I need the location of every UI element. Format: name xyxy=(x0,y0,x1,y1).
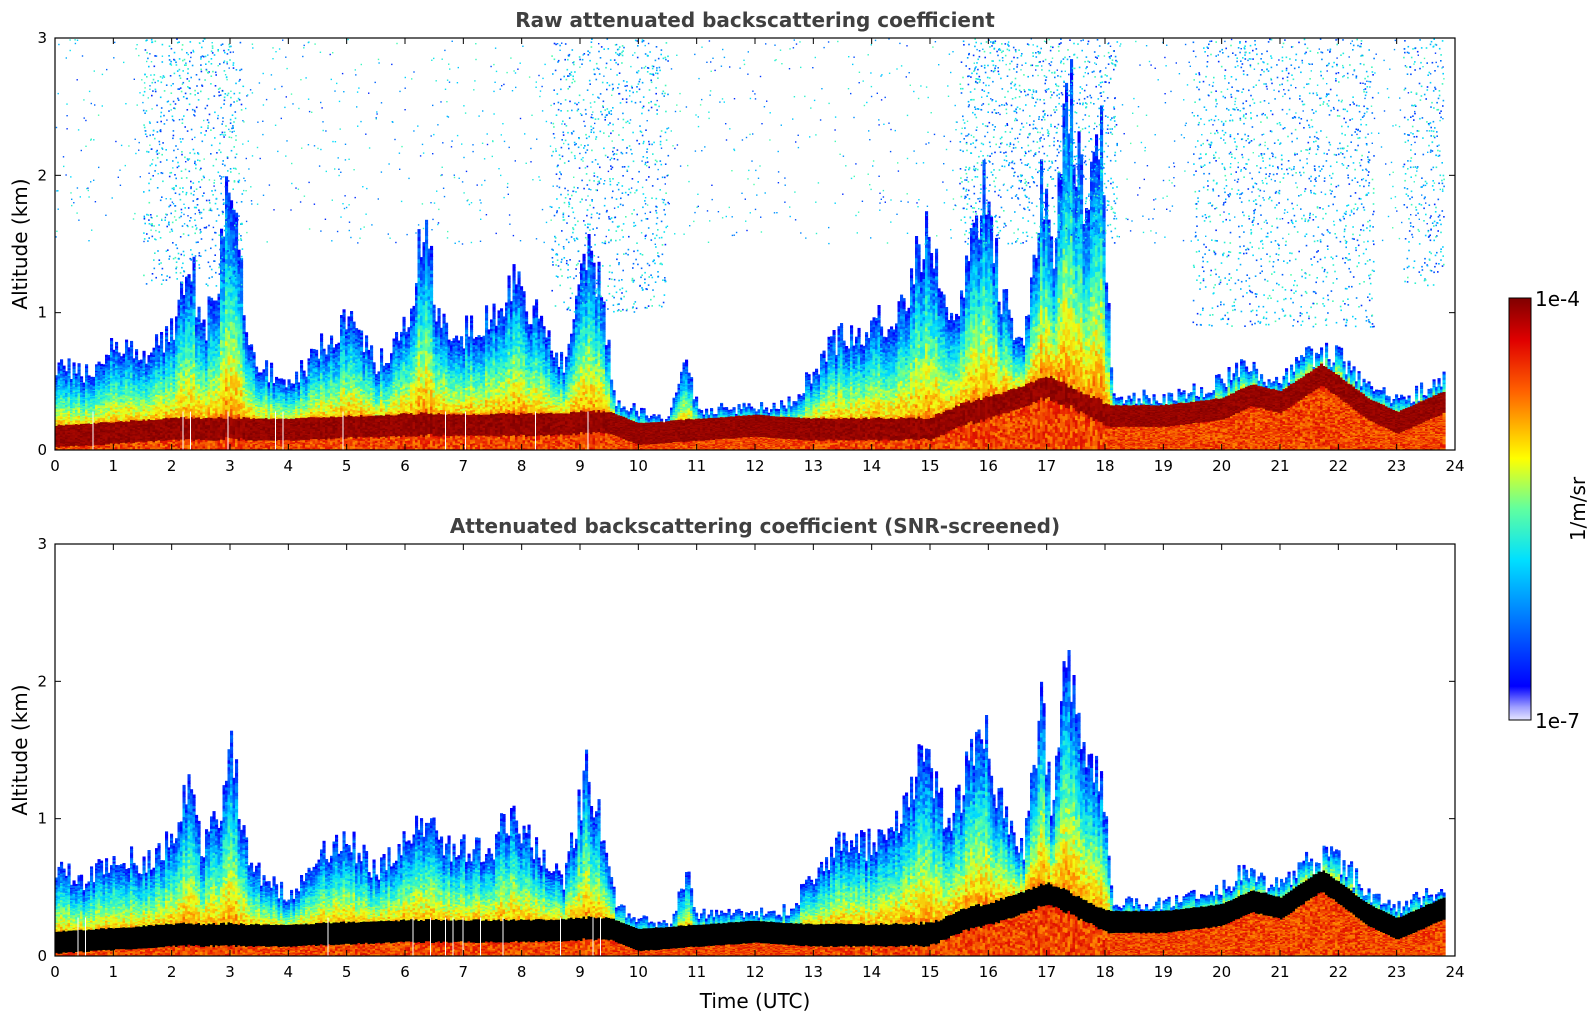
heatmap-cell xyxy=(110,338,113,341)
heatmap-cell xyxy=(80,376,83,378)
heatmap-cell xyxy=(203,320,206,323)
heatmap-cell xyxy=(73,362,76,364)
heatmap-cell xyxy=(198,307,201,310)
heatmap-cell xyxy=(165,326,168,329)
heatmap-cell xyxy=(170,318,173,321)
raw-backscatter-panel: Raw attenuated backscattering coefficien… xyxy=(8,8,1465,475)
heatmap-cell xyxy=(155,334,158,337)
heatmap-cell xyxy=(85,364,88,366)
heatmap-cell xyxy=(118,353,121,355)
heatmap-cell xyxy=(220,229,223,233)
heatmap-gap xyxy=(183,412,184,451)
heatmap-cell xyxy=(98,362,101,364)
heatmap-cell xyxy=(78,363,81,365)
heatmap-cell xyxy=(63,366,66,368)
heatmap-gap xyxy=(190,412,191,451)
heatmap-cell xyxy=(143,351,146,353)
heatmap-cell xyxy=(130,341,133,344)
heatmap-cell xyxy=(193,257,196,261)
heatmap-cell xyxy=(135,349,138,351)
heatmap-cell xyxy=(160,332,163,335)
heatmap-cell xyxy=(115,342,118,345)
raw-panel-title: Raw attenuated backscattering coefficien… xyxy=(515,8,995,32)
heatmap-cell xyxy=(125,340,128,343)
heatmap-cell xyxy=(60,359,63,361)
heatmap-gap xyxy=(93,412,94,451)
heatmap-cell xyxy=(68,358,71,360)
